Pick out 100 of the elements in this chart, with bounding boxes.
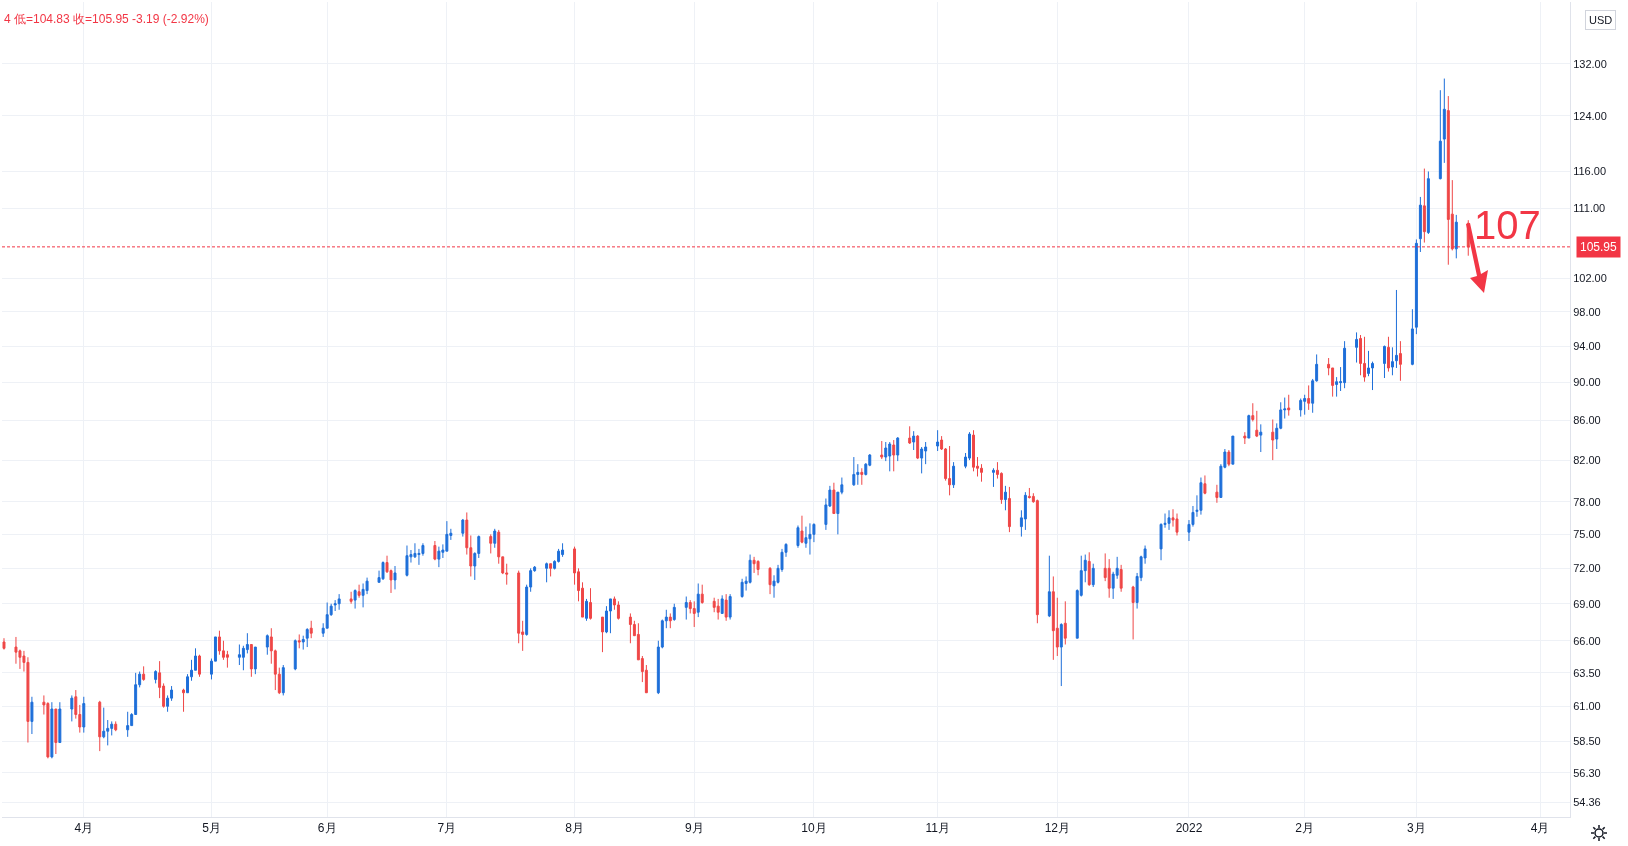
candlestick — [1287, 394, 1291, 417]
candlestick — [114, 720, 118, 732]
x-tick-label: 5月 — [202, 821, 221, 836]
candlestick — [808, 522, 812, 556]
candlestick — [1394, 289, 1398, 369]
candlestick — [1051, 575, 1055, 661]
candlestick — [281, 664, 285, 696]
candlestick — [1243, 431, 1247, 445]
candlestick — [912, 430, 916, 451]
candlestick — [265, 633, 269, 656]
candlestick — [616, 600, 620, 621]
candlestick — [1227, 449, 1231, 467]
candlestick — [30, 696, 34, 735]
candlestick — [696, 582, 700, 618]
text: USD — [1589, 14, 1613, 26]
candlestick — [752, 556, 756, 574]
candlestick — [916, 434, 920, 460]
candlestick — [589, 587, 592, 621]
candlestick — [1247, 414, 1251, 439]
candlestick — [628, 612, 632, 644]
candlestick — [433, 540, 437, 561]
candlestick — [1091, 563, 1095, 588]
candlestick — [493, 528, 497, 549]
candlestick — [1454, 214, 1458, 259]
candlestick — [1199, 477, 1203, 516]
candlestick — [880, 440, 884, 460]
y-tick-label: 132.00 — [1573, 57, 1607, 70]
candlestick — [672, 603, 676, 622]
candlestick — [489, 533, 493, 554]
candlestick — [684, 596, 688, 621]
candlestick — [237, 644, 241, 666]
y-tick-label: 116.00 — [1573, 165, 1607, 178]
candlestick — [724, 593, 728, 622]
candlestick — [852, 456, 856, 487]
candlestick — [1398, 340, 1402, 382]
y-tick-label: 124.00 — [1573, 109, 1607, 122]
candlestick — [393, 565, 397, 590]
candlestick — [54, 708, 58, 755]
candlestick — [1426, 170, 1430, 235]
candlestick — [549, 563, 553, 577]
candlestick — [1047, 555, 1051, 618]
y-tick-label: 90.00 — [1573, 376, 1601, 389]
y-tick-label: 75.00 — [1573, 528, 1601, 541]
candlestick — [1203, 474, 1207, 495]
y-tick-label: 82.00 — [1573, 453, 1601, 466]
candlestick — [349, 591, 353, 605]
candlestick — [756, 559, 760, 576]
candlestick — [1363, 336, 1366, 383]
candlestick — [126, 711, 130, 738]
candlestick — [297, 633, 301, 649]
candlestick — [1087, 551, 1091, 587]
x-tick-label: 4月 — [74, 821, 94, 836]
candlestick — [50, 701, 54, 759]
candlestick — [1386, 336, 1390, 373]
candlestick — [1442, 78, 1446, 164]
candlestick — [1119, 564, 1123, 593]
candlestick — [461, 518, 465, 538]
x-tick-label: 4月 — [1530, 821, 1550, 836]
candlestick — [1383, 345, 1386, 379]
candlestick — [720, 594, 724, 614]
candlestick — [405, 545, 409, 577]
candlestick — [800, 515, 804, 544]
candlestick — [198, 654, 201, 678]
y-tick-label: 54.36 — [1573, 796, 1601, 809]
y-tick-label: 72.00 — [1573, 562, 1601, 575]
candlestick — [608, 598, 612, 634]
candlestick — [716, 598, 720, 621]
candlestick — [357, 584, 361, 599]
candlestick — [936, 429, 940, 452]
candlestick — [58, 701, 62, 744]
candlestick — [948, 445, 952, 496]
candlestick — [908, 425, 912, 445]
candlestick — [692, 600, 696, 628]
candlestick — [892, 439, 896, 472]
y-tick-label: 69.00 — [1573, 597, 1601, 610]
y-tick-label: 98.00 — [1573, 305, 1601, 318]
y-tick-label: 56.30 — [1573, 766, 1601, 779]
x-tick-label: 9月 — [684, 821, 704, 836]
candlestick — [1390, 346, 1394, 376]
x-tick-label: 11月 — [925, 821, 950, 836]
candlestick — [337, 593, 341, 611]
candlestick — [437, 546, 441, 568]
x-tick-label: 3月 — [1407, 821, 1426, 836]
y-tick-label: 61.00 — [1573, 700, 1601, 713]
candlestick — [1355, 331, 1359, 364]
candlestick — [888, 441, 892, 472]
x-tick-label: 10月 — [801, 821, 827, 836]
x-tick-label: 8月 — [565, 821, 584, 836]
candlestick — [1414, 238, 1418, 335]
candlestick — [70, 694, 74, 722]
candlestick — [1255, 410, 1259, 438]
y-tick-label: 66.00 — [1573, 634, 1601, 647]
candlestick — [98, 700, 102, 752]
candlestick — [1410, 308, 1414, 366]
candlestick — [700, 584, 704, 605]
candlestick — [253, 646, 257, 675]
candlestick — [1003, 485, 1007, 511]
candlestick — [1167, 509, 1171, 531]
candlestick — [1215, 484, 1219, 504]
y-tick-label: 58.50 — [1573, 734, 1601, 747]
